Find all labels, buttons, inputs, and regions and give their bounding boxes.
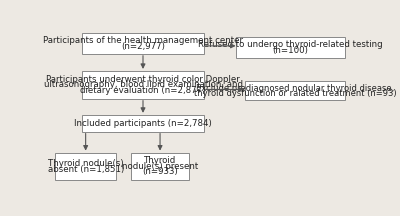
FancyBboxPatch shape bbox=[82, 115, 204, 132]
FancyBboxPatch shape bbox=[56, 153, 116, 180]
Text: Included participants (n=2,784): Included participants (n=2,784) bbox=[74, 119, 212, 128]
Text: ultrasonography, blood lipid examination, and: ultrasonography, blood lipid examination… bbox=[44, 81, 242, 89]
Text: Refused to undergo thyroid-related testing: Refused to undergo thyroid-related testi… bbox=[198, 40, 382, 49]
FancyBboxPatch shape bbox=[131, 153, 189, 180]
FancyBboxPatch shape bbox=[245, 81, 344, 100]
FancyBboxPatch shape bbox=[236, 37, 344, 58]
Text: (n=933): (n=933) bbox=[142, 167, 178, 176]
Text: (n=2,977): (n=2,977) bbox=[121, 42, 165, 51]
Text: (n=100): (n=100) bbox=[272, 46, 308, 55]
Text: nodule(s) present: nodule(s) present bbox=[122, 162, 198, 171]
Text: Participants underwent thyroid color Doppler: Participants underwent thyroid color Dop… bbox=[46, 75, 240, 84]
Text: Exclude prediagnosed nodular thyroid disease,: Exclude prediagnosed nodular thyroid dis… bbox=[196, 84, 394, 92]
Text: dietary evaluation (n=2,877): dietary evaluation (n=2,877) bbox=[80, 86, 206, 95]
Text: Thyroid: Thyroid bbox=[144, 156, 176, 165]
Text: absent (n=1,851): absent (n=1,851) bbox=[48, 165, 124, 174]
Text: thyroid dysfunction or ralated treatment (n=93): thyroid dysfunction or ralated treatment… bbox=[194, 89, 396, 98]
Text: Thyroid nodule(s): Thyroid nodule(s) bbox=[48, 159, 124, 168]
FancyBboxPatch shape bbox=[82, 71, 204, 99]
Text: Participants of the health management center: Participants of the health management ce… bbox=[43, 36, 243, 45]
FancyBboxPatch shape bbox=[82, 33, 204, 54]
